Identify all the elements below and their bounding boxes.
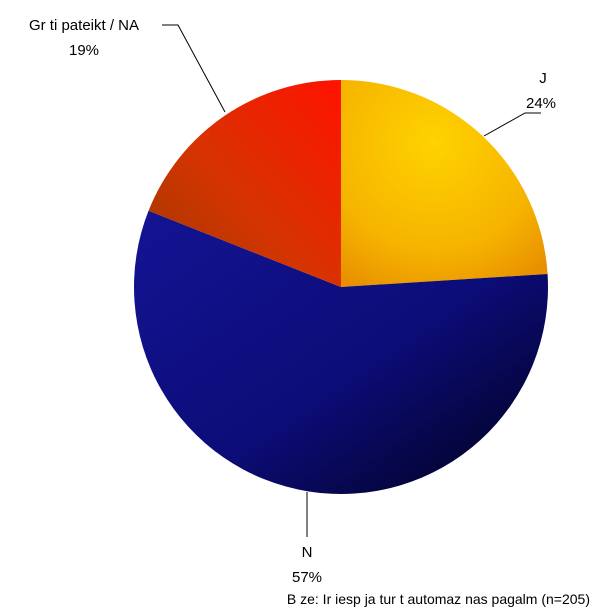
slice-label-j: J xyxy=(539,70,547,87)
slice-label-na: Gr ti pateikt / NA xyxy=(29,17,139,34)
pie-slices xyxy=(134,80,549,494)
leader-line-na xyxy=(162,24,226,113)
slice-label-n: N xyxy=(302,544,313,561)
slice-percent-na: 19% xyxy=(69,42,99,59)
pie-slice-j xyxy=(341,80,548,287)
chart-footnote: B ze: Ir iesp ja tur t automaz nas pagal… xyxy=(287,591,590,607)
leader-line-j xyxy=(483,112,541,137)
pie-slice-na xyxy=(148,80,341,287)
pie-slice-n xyxy=(134,210,549,494)
leader-lines xyxy=(162,24,541,537)
slice-percent-j: 24% xyxy=(526,95,556,112)
slice-percent-n: 57% xyxy=(292,569,322,586)
